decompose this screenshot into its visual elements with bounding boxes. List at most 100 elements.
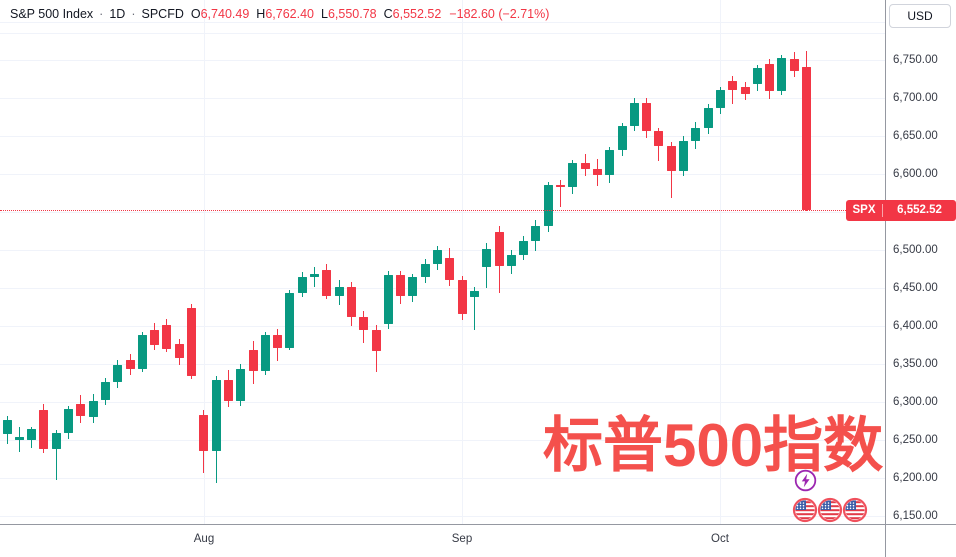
h-gridline — [0, 440, 885, 441]
candle-body — [236, 368, 246, 402]
candle-body — [39, 409, 49, 450]
price-tick-label: 6,250.00 — [893, 434, 938, 446]
candle-body — [150, 329, 160, 345]
candle-body — [691, 128, 701, 142]
candle-body — [789, 59, 799, 71]
candle-body — [174, 343, 184, 358]
candle-body — [629, 103, 639, 127]
candle-body — [408, 276, 418, 296]
price-axis[interactable]: USD 6,750.00 6,700.00 6,650.00 6,600.00 6,50… — [885, 0, 956, 557]
h-gridline — [0, 402, 885, 403]
h-gridline — [0, 136, 885, 137]
h-gridline — [0, 250, 885, 251]
candle-body — [27, 429, 37, 440]
candle-body — [568, 163, 578, 187]
h-gridline — [0, 288, 885, 289]
us-flag-icon — [842, 497, 868, 523]
v-gridline — [462, 0, 463, 524]
candle-body — [728, 81, 738, 91]
last-price-symbol: SPX — [852, 204, 876, 217]
price-tick-label: 6,650.00 — [893, 130, 938, 142]
price-tick-label: 6,750.00 — [893, 54, 938, 66]
candle-body — [445, 257, 455, 280]
candle-body — [113, 364, 123, 383]
candle-body — [457, 279, 467, 314]
candle-body — [556, 184, 565, 187]
candle-body — [802, 67, 811, 211]
candle-body — [211, 380, 221, 451]
candle-wick — [55, 430, 57, 481]
change-value: −182.60 (−2.71%) — [449, 7, 550, 21]
symbol-title[interactable]: S&P 500 Index — [10, 7, 94, 21]
price-tick-label: 6,400.00 — [893, 320, 938, 332]
candle-wick — [560, 180, 561, 207]
interval-label[interactable]: 1D — [109, 7, 126, 21]
candle-body — [654, 131, 664, 146]
price-tick-label: 6,600.00 — [893, 168, 938, 180]
candle-body — [592, 169, 602, 175]
candle-body — [383, 275, 393, 325]
h-gridline — [0, 364, 885, 365]
toolbar-divider — [0, 33, 885, 34]
chinese-watermark-text: 标普500指数 — [543, 412, 884, 479]
candle-body — [519, 240, 529, 255]
candle-body — [617, 126, 627, 151]
candle-wick — [314, 266, 315, 288]
event-lightning-icon[interactable] — [794, 469, 817, 492]
currency-usd-button[interactable]: USD — [889, 4, 951, 28]
v-gridline — [204, 0, 205, 524]
candle-body — [371, 329, 381, 352]
candle-body — [260, 335, 270, 371]
h-gridline — [0, 326, 885, 327]
candle-body — [605, 150, 615, 175]
candle-body — [703, 107, 713, 129]
h-gridline — [0, 174, 885, 175]
candle-body — [285, 292, 295, 349]
last-price-label[interactable]: SPX 6,552.52 — [846, 199, 956, 221]
event-flag-icons[interactable] — [792, 497, 870, 523]
h-gridline — [0, 478, 885, 479]
last-price-dotted-line — [0, 210, 846, 212]
candle-body — [14, 437, 24, 440]
candle-body — [223, 380, 233, 402]
candle-body — [297, 276, 307, 293]
ohlc-open: O6,740.49 — [190, 7, 250, 21]
candle-body — [679, 141, 688, 171]
chart-pane[interactable]: 标普500指数 — [0, 0, 885, 524]
candle-body — [273, 335, 283, 348]
candle-body — [482, 249, 492, 267]
candle-body — [322, 269, 332, 296]
price-tick-label: 6,350.00 — [893, 358, 938, 370]
time-axis[interactable]: Aug Sep Oct — [0, 525, 885, 557]
candle-body — [543, 184, 553, 227]
candle-body — [51, 433, 61, 450]
exchange-label: SPCFD — [141, 7, 184, 21]
h-gridline — [0, 22, 885, 23]
candle-body — [765, 63, 775, 92]
price-tick-label: 6,500.00 — [893, 244, 938, 256]
candle-body — [248, 350, 258, 371]
candle-body — [2, 420, 12, 434]
candle-body — [433, 250, 442, 265]
price-tick-label: 6,200.00 — [893, 472, 938, 484]
candle-body — [88, 400, 98, 417]
candle-body — [740, 87, 750, 95]
price-tick-label: 6,450.00 — [893, 282, 938, 294]
candle-body — [137, 335, 147, 370]
candle-body — [162, 325, 172, 349]
candle-body — [580, 163, 590, 170]
candle-body — [125, 360, 135, 370]
v-gridline — [720, 0, 721, 524]
lightning-glyph — [794, 469, 817, 492]
separator-dot: · — [131, 7, 136, 21]
month-tick-label: Oct — [711, 533, 729, 545]
candle-body — [777, 57, 787, 92]
ohlc-low: L6,550.78 — [320, 7, 377, 21]
h-gridline — [0, 98, 885, 99]
candle-body — [642, 103, 652, 132]
candle-body — [76, 404, 86, 417]
candle-body — [396, 275, 406, 296]
price-tick-label: 6,150.00 — [893, 510, 938, 522]
last-price-value: 6,552.52 — [897, 204, 942, 217]
